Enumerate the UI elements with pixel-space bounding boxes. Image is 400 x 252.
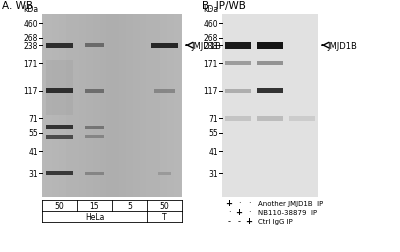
- Bar: [158, 172, 171, 175]
- Text: 15: 15: [90, 201, 99, 210]
- Text: 238: 238: [24, 41, 38, 50]
- Bar: [46, 135, 73, 139]
- Bar: [151, 43, 178, 48]
- Text: T: T: [162, 212, 167, 221]
- Text: 117: 117: [24, 87, 38, 96]
- Text: kDa: kDa: [203, 5, 218, 13]
- Text: 460: 460: [23, 20, 38, 28]
- Text: NB110-38879  IP: NB110-38879 IP: [258, 209, 317, 215]
- Text: ·: ·: [248, 208, 250, 217]
- Text: 71: 71: [28, 114, 38, 123]
- Text: 460: 460: [203, 20, 218, 28]
- Text: +: +: [246, 217, 252, 226]
- Text: -: -: [238, 217, 240, 226]
- Bar: [85, 44, 104, 48]
- Text: ·: ·: [228, 208, 230, 217]
- Bar: [289, 116, 315, 121]
- Text: 55: 55: [208, 129, 218, 138]
- Text: -: -: [228, 217, 230, 226]
- Bar: [154, 89, 175, 93]
- Text: 31: 31: [208, 169, 218, 178]
- Text: 117: 117: [204, 87, 218, 96]
- Bar: [85, 127, 104, 130]
- Text: 50: 50: [160, 201, 169, 210]
- Text: ·: ·: [238, 199, 240, 208]
- Text: JMJD1B: JMJD1B: [327, 41, 357, 50]
- Text: 41: 41: [208, 147, 218, 156]
- Text: 50: 50: [55, 201, 64, 210]
- Text: JMJD1B: JMJD1B: [191, 41, 221, 50]
- Text: 55: 55: [28, 129, 38, 138]
- Bar: [46, 43, 73, 48]
- Text: 268: 268: [204, 34, 218, 43]
- Bar: [225, 42, 251, 49]
- Text: 5: 5: [127, 201, 132, 210]
- Text: ·: ·: [248, 199, 250, 208]
- Text: Ctrl IgG IP: Ctrl IgG IP: [258, 218, 293, 224]
- Text: HeLa: HeLa: [85, 212, 104, 221]
- Text: 31: 31: [28, 169, 38, 178]
- Bar: [85, 136, 104, 139]
- Bar: [225, 116, 251, 121]
- Bar: [225, 62, 251, 66]
- Bar: [225, 89, 251, 93]
- Text: 171: 171: [204, 60, 218, 69]
- Bar: [257, 116, 283, 121]
- Text: 171: 171: [24, 60, 38, 69]
- Text: B. IP/WB: B. IP/WB: [202, 1, 246, 11]
- Bar: [85, 172, 104, 175]
- Text: kDa: kDa: [23, 5, 38, 13]
- Bar: [257, 89, 283, 94]
- Text: Another JMJD1B  IP: Another JMJD1B IP: [258, 200, 323, 206]
- Bar: [257, 62, 283, 66]
- Text: 268: 268: [24, 34, 38, 43]
- Bar: [85, 89, 104, 93]
- Bar: [46, 172, 73, 175]
- Text: A. WB: A. WB: [2, 1, 33, 11]
- Text: 41: 41: [28, 147, 38, 156]
- Bar: [46, 126, 73, 130]
- Bar: [257, 42, 283, 49]
- Text: +: +: [226, 199, 232, 208]
- Text: 238: 238: [204, 41, 218, 50]
- Bar: [46, 89, 73, 94]
- Text: 71: 71: [208, 114, 218, 123]
- Text: +: +: [236, 208, 242, 217]
